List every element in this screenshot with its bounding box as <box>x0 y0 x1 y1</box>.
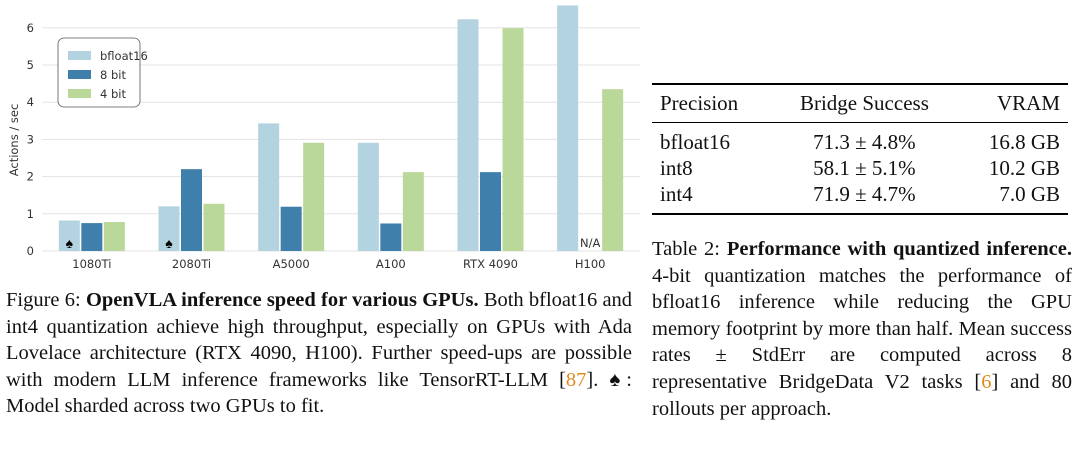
table-row: int4 71.9 ± 4.7% 7.0 GB <box>652 181 1068 214</box>
quantization-table: Precision Bridge Success VRAM bfloat16 71… <box>652 83 1068 215</box>
bar-4-bit <box>402 172 424 251</box>
table-cell: bfloat16 <box>660 130 730 154</box>
table-cell: 10.2 GB <box>988 156 1060 180</box>
y-tick-label: 0 <box>27 244 34 258</box>
spade-icon: ♠ <box>66 237 74 252</box>
x-tick-label: RTX 4090 <box>463 257 518 271</box>
column-header: Precision <box>660 91 739 115</box>
x-tick-label: A5000 <box>273 257 310 271</box>
column-header: VRAM <box>996 91 1060 115</box>
spade-icon: ♠ <box>165 237 173 252</box>
legend-label: 4 bit <box>100 87 126 101</box>
bar-bfloat16 <box>557 5 579 252</box>
bar-4-bit <box>203 203 225 251</box>
table-cell: 7.0 GB <box>999 182 1060 206</box>
inference-speed-chart: 0 1 2 3 4 5 6 Actions / sec ♠ 1080Ti ♠ 2080Ti A5000 A… <box>7 5 640 271</box>
table-label: Table 2: <box>652 238 721 260</box>
bar-4-bit <box>303 142 325 251</box>
legend-label: bfloat16 <box>100 49 148 63</box>
column-header: Bridge Success <box>799 91 929 115</box>
table-cell: 71.9 ± 4.7% <box>813 182 916 206</box>
figure-title: OpenVLA inference speed for various GPUs… <box>85 289 479 311</box>
legend-swatch <box>68 70 91 79</box>
table-cell: 16.8 GB <box>988 130 1060 154</box>
table-caption-text: 4-bit quantization matches the performan… <box>652 264 1072 393</box>
figure-caption: Figure 6: OpenVLA inference speed for va… <box>6 287 632 420</box>
figure-text-end: ]. ♠: Model sharded across two GPUs to f… <box>6 368 632 418</box>
citation-link[interactable]: 87 <box>565 368 587 391</box>
bar-8-bit <box>380 223 402 251</box>
bar-bfloat16 <box>58 220 80 251</box>
figure-label: Figure 6: <box>6 289 81 311</box>
table-cell: int4 <box>660 182 693 206</box>
bar-bfloat16 <box>457 19 479 251</box>
table-header-row: Precision Bridge Success VRAM <box>652 84 1068 123</box>
x-tick-label: 2080Ti <box>172 257 211 271</box>
table-caption-text-end: ] and 80 rollouts per approach. <box>652 370 1072 420</box>
table-title: Performance with quantized inference. <box>726 238 1073 260</box>
legend-label: 8 bit <box>100 68 126 82</box>
y-axis-label: Actions / sec <box>7 104 21 177</box>
y-tick-label: 5 <box>27 58 34 72</box>
x-tick-label: H100 <box>575 257 606 271</box>
bar-4-bit <box>602 89 624 252</box>
table-cell: int8 <box>660 156 693 180</box>
bar-8-bit <box>181 169 202 251</box>
na-label: N/A <box>580 236 600 250</box>
y-tick-label: 1 <box>27 207 34 221</box>
bar-bfloat16 <box>158 206 180 251</box>
table-row: bfloat16 71.3 ± 4.8% 16.8 GB <box>652 123 1068 156</box>
table-row: int8 58.1 ± 5.1% 10.2 GB <box>652 155 1068 181</box>
x-tick-label: 1080Ti <box>72 257 111 271</box>
y-tick-label: 2 <box>27 170 34 184</box>
table-cell: 71.3 ± 4.8% <box>813 130 916 154</box>
citation-link[interactable]: 6 <box>981 370 992 393</box>
table-caption: Table 2: Performance with quantized infe… <box>652 236 1072 422</box>
table-cell: 58.1 ± 5.1% <box>813 156 916 180</box>
bar-8-bit <box>81 223 103 251</box>
y-tick-label: 6 <box>27 21 34 35</box>
bar-8-bit <box>480 172 501 251</box>
x-tick-label: A100 <box>376 257 406 271</box>
figure-text: Both bfloat16 and int4 quantization achi… <box>6 289 633 391</box>
legend-swatch <box>68 89 91 98</box>
legend-swatch <box>68 51 91 60</box>
y-tick-label: 3 <box>27 132 34 146</box>
bar-4-bit <box>103 221 125 251</box>
bar-8-bit <box>280 206 302 251</box>
bar-bfloat16 <box>258 123 280 251</box>
bar-bfloat16 <box>357 142 379 251</box>
bar-4-bit <box>502 28 524 252</box>
y-tick-label: 4 <box>27 95 34 109</box>
